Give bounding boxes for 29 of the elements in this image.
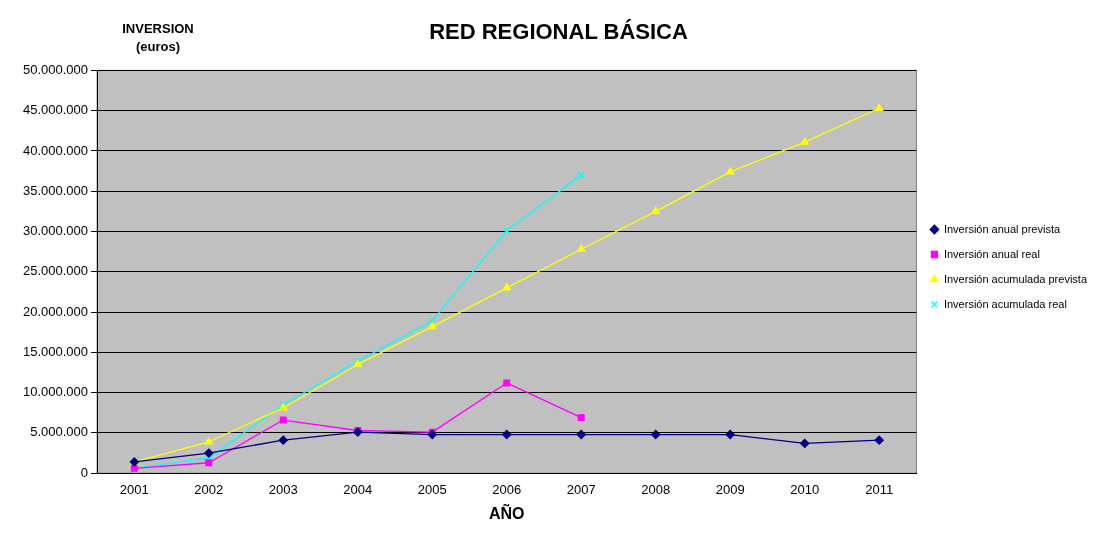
y-tick-label: 25.000.000 (22, 263, 89, 279)
x-tick-label: 2005 (417, 481, 447, 497)
x-tick-label: 2003 (268, 481, 298, 497)
y-tick-label: 15.000.000 (22, 343, 89, 359)
x-tick-label: 2001 (119, 481, 149, 497)
legend-label: Inversión anual prevista (943, 222, 1061, 235)
y-tick-label: 5.000.000 (30, 424, 89, 440)
y-tick-label: 45.000.000 (22, 102, 89, 118)
x-tick-label: 2010 (790, 481, 820, 497)
x-tick-label: 2002 (194, 481, 224, 497)
x-tick-label: 2008 (641, 481, 671, 497)
x-tick-label: 2007 (566, 481, 596, 497)
x-tick-label: 2006 (492, 481, 522, 497)
x-tick-label: 2004 (343, 481, 373, 497)
y-tick-label: 30.000.000 (22, 223, 89, 239)
x-axis-title: AÑO (488, 502, 525, 522)
y-tick-label: 50.000.000 (22, 61, 89, 77)
y-tick-label: 20.000.000 (22, 303, 89, 319)
y-axis-title: INVERSION (euros) (121, 20, 195, 56)
y-tick-label: 35.000.000 (22, 182, 89, 198)
y-tick-label: 10.000.000 (22, 384, 89, 400)
legend-label: Inversión acumulada real (943, 297, 1067, 310)
y-tick-label: 0 (80, 464, 89, 480)
legend-label: Inversión acumulada prevista (943, 272, 1088, 285)
x-tick-label: 2011 (865, 481, 894, 497)
x-tick-label: 2009 (715, 481, 745, 497)
chart-title: RED REGIONAL BÁSICA (429, 19, 688, 45)
y-tick-label: 40.000.000 (22, 142, 89, 158)
legend-label: Inversión anual real (943, 247, 1040, 260)
